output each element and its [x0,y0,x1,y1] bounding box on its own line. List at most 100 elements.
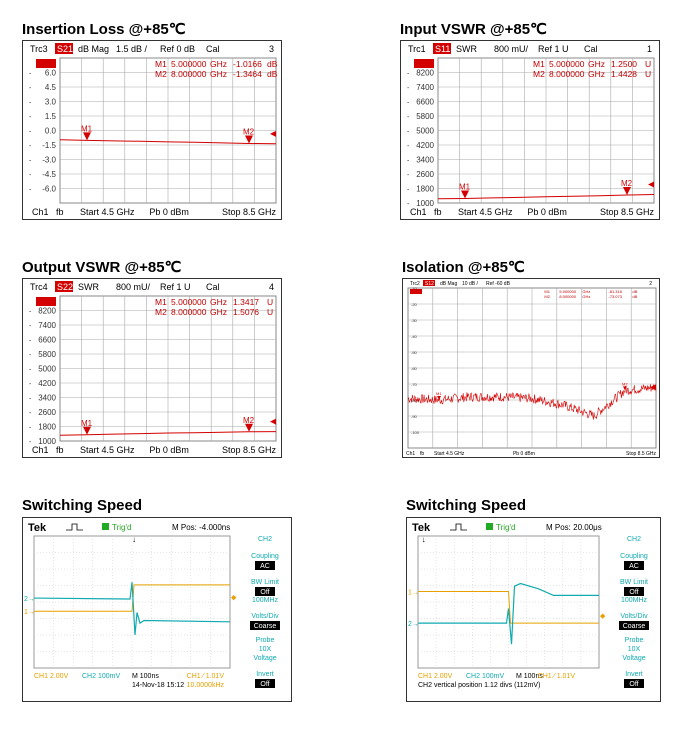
footer-channel: Ch1 [406,451,415,457]
y-tick-label: -40 [411,334,418,339]
y-tick-dash: - [29,129,32,136]
y-tick-label: 5800 [416,112,434,121]
ch2-waveform [33,582,231,636]
marker-freq: 8.000000 [559,294,576,299]
marker-name: M2 [544,294,550,299]
menu-invert-value-box [624,679,644,688]
ref-position-arrow [648,181,654,188]
menu-channel: CH2 [627,536,641,543]
marker-unit: GHz [582,294,590,299]
panel-switching-speed-1: Switching Speed Tek Trig'd M Pos: -4.000ns… [22,497,292,702]
marker-unit: GHz [588,69,605,79]
trace-label: Trc2 [410,281,420,287]
marker-unit: GHz [210,59,227,69]
marker-freq: 8.000000 [171,307,207,317]
trace-ref-badge [410,289,422,294]
marker-name: M1 [155,59,167,69]
y-tick-dash: - [407,129,410,136]
y-tick-label: 4.5 [45,83,57,92]
panel-switching-speed-2: Switching Speed Tek Trig'd M Pos: 20.00μs ↓… [406,497,661,702]
marker-value: 1.5076 [233,307,259,317]
param-badge [55,281,73,292]
marker-value: -73.073 [608,294,622,299]
marker-triangle [437,396,441,400]
y-tick-label: -50 [411,350,418,355]
footer-start: Start 4.5 GHz [80,207,135,217]
format-label: SWR [78,282,99,292]
y-tick-dash: - [29,381,32,388]
chart-title: Output VSWR @+85℃ [22,259,182,276]
y-tick-label: 6.0 [45,69,57,78]
trace-label: Trc4 [30,282,48,292]
format-label: SWR [456,44,477,54]
scale-label: 800 mU/ [494,44,529,54]
channel-number: 2 [649,281,652,287]
marker-label: M2 [622,381,628,386]
menu-bw-limit: BW Limit [251,579,279,586]
ch2-scale: CH2 100mV [466,673,504,680]
y-tick-dash: - [407,114,410,121]
ch2-marker: 2→ [24,596,35,603]
footer-fb: fb [56,207,64,217]
menu-bw-value-box [255,587,275,596]
marker-unit: GHz [210,307,227,317]
panel-insertion-loss: Insertion Loss @+85℃ Trc3 S21 dB Mag 1.5 dB… [22,20,282,220]
footer-start: Start 4.5 GHz [80,445,135,455]
marker-freq: 5.000000 [549,59,585,69]
y-tick-label: -60 [411,366,418,371]
footer-start: Start 4.5 GHz [458,207,513,217]
panel-output-vswr: Output VSWR @+85℃ Trc4 S22 SWR 800 mU/Ref 1… [22,258,282,458]
cal-label: Cal [206,44,220,54]
channel-number: 4 [269,282,274,292]
trace-ref-badge [36,297,56,306]
trig-status-icon [486,523,493,530]
menu-invert: Invert [625,671,643,678]
time-base: M 100ns [516,673,543,680]
chart-title: Isolation @+85℃ [402,259,525,276]
y-tick-label: -70 [411,382,418,387]
ch2-waveform [418,582,599,645]
marker-label: M1 [81,419,93,428]
marker-vunit: U [645,69,651,79]
isolation-trace [407,384,657,420]
y-tick-dash: - [29,85,32,92]
vna-plot-output-vswr: Trc4 S22 SWR 800 mU/Ref 1 U Cal 48200-7400-66… [22,278,282,458]
measurement-trace [59,139,277,145]
scope-screen-1: Tek Trig'd M Pos: -4.000ns ↓ 1→ 2→ ◆ CH2 Couplin… [22,517,292,702]
ref-label: Ref 1 U [538,44,569,54]
chart-title: Insertion Loss @+85℃ [22,21,186,38]
panel-isolation: Isolation @+85℃ Trc2 S12 dB Mag 10 dB / Ref … [402,258,660,458]
menu-channel: CH2 [258,536,272,543]
menu-invert-value: Off [260,681,269,688]
y-tick-dash: - [407,158,410,165]
footer-power: Pb 0 dBm [527,207,567,217]
marker-name: M2 [155,307,167,317]
menu-probe: Probe [625,637,644,644]
y-tick-label: 8200 [38,307,56,316]
trace-label: Trc1 [408,44,426,54]
y-tick-label: 3400 [38,394,56,403]
y-tick-dash: - [29,158,32,165]
trigger-position-marker: ↓ [422,535,426,544]
ch1-waveform [418,590,599,624]
menu-probe-type: Voltage [253,655,276,662]
y-tick-label: 5800 [38,350,56,359]
param-label: S12 [425,281,434,287]
trig-status: Trig'd [496,523,515,532]
y-tick-label: -4.5 [42,170,56,179]
marker-triangle [83,426,91,435]
ref-label: Ref -60 dB [486,281,511,287]
marker-triangle [245,135,253,144]
y-tick-label: 1000 [38,437,56,446]
m-pos: M Pos: -4.000ns [172,523,230,532]
menu-vdiv-box [250,621,280,630]
footer-channel: Ch1 [410,207,427,217]
marker-unit: GHz [210,297,227,307]
y-tick-dash: - [407,71,410,78]
scale-label: 10 dB / [462,281,478,287]
status-note: CH2 vertical position 1.12 divs (112mV) [418,682,540,689]
param-label: S11 [435,44,450,54]
scope-title: Switching Speed [406,497,527,514]
footer-power: Pb 0 dBm [513,451,535,457]
footer-stop: Stop 8.5 GHz [222,445,277,455]
